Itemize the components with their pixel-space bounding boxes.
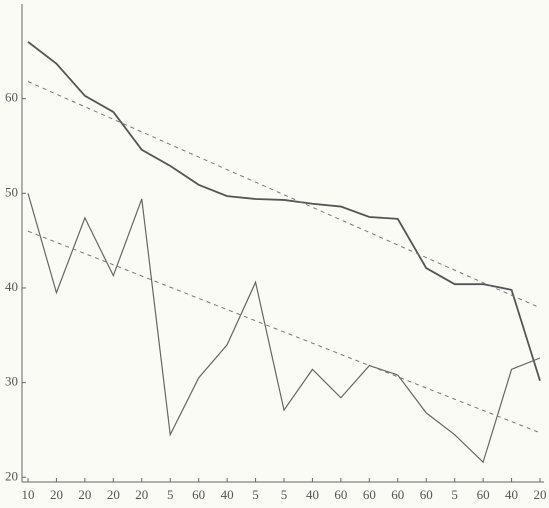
y-tick-label: 30 [5, 374, 18, 389]
x-tick-label: 20 [78, 487, 91, 502]
y-tick-label: 50 [5, 184, 18, 199]
y-tick-label: 40 [5, 279, 18, 294]
x-tick-label: 60 [192, 487, 205, 502]
y-tick-label: 20 [5, 468, 18, 483]
x-tick-label: 40 [505, 487, 518, 502]
data-line [27, 41, 541, 381]
x-tick-label: 20 [534, 487, 547, 502]
x-tick-label: 40 [221, 487, 234, 502]
trend-line [27, 230, 541, 434]
data-line [27, 193, 541, 464]
x-tick-label: 20 [107, 487, 120, 502]
y-tick-label: 60 [5, 90, 18, 105]
x-tick-label: 60 [391, 487, 404, 502]
x-tick-label: 5 [281, 487, 288, 502]
x-tick-label: 60 [420, 487, 433, 502]
x-tick-label: 5 [167, 487, 174, 502]
x-tick-label: 5 [252, 487, 259, 502]
x-tick-label: 60 [477, 487, 490, 502]
trend-line [27, 81, 541, 309]
x-tick-label: 20 [135, 487, 148, 502]
x-tick-label: 5 [451, 487, 458, 502]
x-tick-label: 60 [363, 487, 376, 502]
x-tick-label: 20 [50, 487, 63, 502]
x-tick-label: 40 [306, 487, 319, 502]
x-tick-label: 10 [22, 487, 35, 502]
x-tick-label: 60 [334, 487, 347, 502]
